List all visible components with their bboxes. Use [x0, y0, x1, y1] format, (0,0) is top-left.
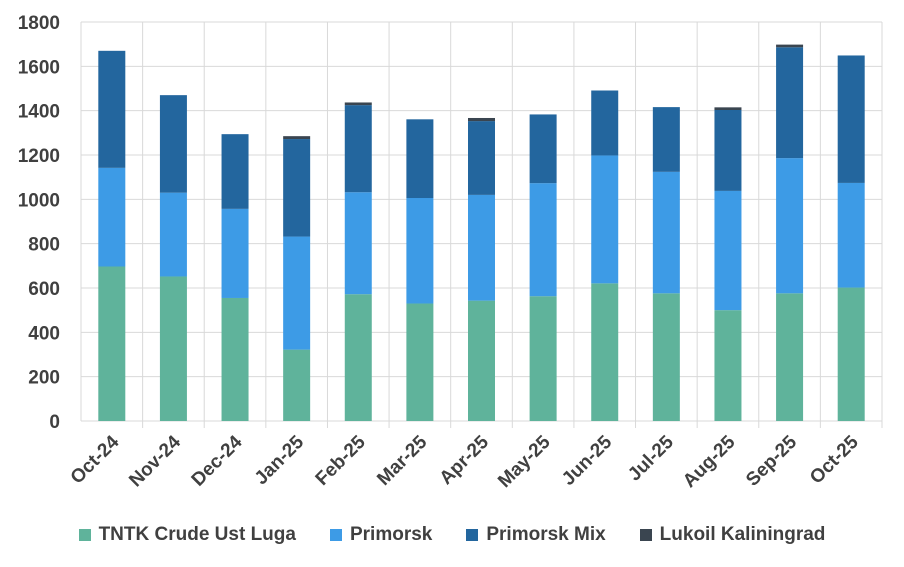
- bar-segment-0-7: [529, 296, 557, 421]
- bar-segment-2-12: [837, 55, 865, 183]
- y-tick-label: 1400: [18, 102, 60, 123]
- y-tick-label: 1800: [18, 13, 60, 34]
- y-tick-label: 400: [28, 323, 60, 344]
- bar-segment-0-12: [837, 287, 865, 421]
- bar-segment-0-11: [776, 293, 804, 421]
- legend-swatch-tntk: [78, 529, 91, 541]
- bar-segment-0-4: [344, 294, 372, 421]
- bar-segment-0-1: [159, 276, 187, 421]
- legend-label-tntk: TNTK Crude Ust Luga: [98, 524, 296, 545]
- bar-segment-3-10: [714, 107, 742, 111]
- bar-segment-0-5: [406, 303, 434, 421]
- bar-segment-2-7: [529, 114, 557, 184]
- y-tick-label: 600: [28, 279, 60, 300]
- bar-segment-2-4: [344, 105, 372, 193]
- x-tick-label: Dec-24: [188, 431, 247, 490]
- x-tick-label: Aug-25: [679, 431, 740, 492]
- legend-label-lukoil-kaliningrad: Lukoil Kaliningrad: [659, 524, 826, 545]
- bar-segment-1-5: [406, 198, 434, 304]
- y-tick-label: 800: [28, 235, 60, 256]
- bar-segment-1-4: [344, 192, 372, 295]
- legend-item-lukoil-kaliningrad: Lukoil Kaliningrad: [639, 524, 826, 546]
- bars: [98, 44, 865, 421]
- bar-segment-1-6: [468, 194, 495, 301]
- bar-segment-2-8: [591, 90, 619, 156]
- x-axis-tick-labels: Oct-24 Nov-24 Dec-24 Jan-25 Feb-25 Mar-25 Apr-…: [67, 431, 863, 492]
- bar-segment-2-2: [221, 134, 249, 209]
- bar-segment-1-1: [159, 192, 187, 277]
- x-tick-label: Jul-25: [624, 431, 678, 485]
- x-tick-label: Oct-24: [67, 431, 124, 488]
- x-tick-label: Feb-25: [312, 431, 370, 489]
- legend-item-tntk: TNTK Crude Ust Luga: [78, 524, 296, 546]
- gridlines: [80, 21, 883, 428]
- bar-segment-2-9: [652, 107, 680, 172]
- bar-segment-3-4: [344, 102, 372, 106]
- bar-segment-1-9: [652, 171, 680, 294]
- bar-segment-1-10: [714, 190, 742, 311]
- bar-segment-1-7: [529, 183, 557, 297]
- bar-segment-1-8: [591, 155, 619, 284]
- legend-label-primorsk-mix: Primorsk Mix: [486, 524, 606, 545]
- legend-swatch-primorsk: [329, 529, 342, 541]
- legend-item-primorsk: Primorsk: [329, 524, 433, 546]
- bar-segment-0-2: [221, 297, 249, 421]
- y-tick-label: 1600: [18, 57, 60, 78]
- bar-segment-0-9: [652, 293, 680, 421]
- bar-segment-3-6: [468, 117, 495, 122]
- bar-segment-0-3: [283, 349, 311, 421]
- bar-segment-1-2: [221, 208, 249, 298]
- legend-label-primorsk: Primorsk: [349, 524, 433, 545]
- y-tick-label: 1200: [18, 146, 60, 167]
- bar-segment-2-0: [98, 50, 126, 168]
- y-axis-tick-labels: 0 200 400 600 800 1000 1200 1400 1600 1800: [18, 13, 60, 433]
- x-tick-label: Jun-25: [558, 431, 616, 489]
- legend-item-primorsk-mix: Primorsk Mix: [466, 524, 606, 546]
- y-tick-label: 200: [28, 368, 60, 389]
- bar-segment-2-5: [406, 119, 434, 199]
- bar-segment-1-12: [837, 182, 865, 288]
- x-tick-label: Nov-24: [125, 431, 185, 491]
- bar-segment-2-3: [283, 139, 311, 237]
- bar-segment-0-0: [98, 266, 126, 421]
- bar-segment-2-6: [468, 121, 495, 195]
- x-tick-label: Apr-25: [436, 431, 494, 489]
- bar-segment-0-8: [591, 283, 619, 421]
- x-tick-label: Jan-25: [251, 431, 309, 489]
- bar-segment-0-10: [714, 310, 742, 421]
- bar-segment-2-10: [714, 110, 742, 191]
- x-tick-label: Mar-25: [373, 431, 431, 489]
- legend-swatch-lukoil-kaliningrad: [639, 529, 652, 541]
- x-tick-label: Sep-25: [742, 431, 801, 490]
- y-tick-label: 1000: [18, 190, 60, 211]
- y-tick-label: 0: [49, 412, 60, 433]
- bar-segment-0-6: [468, 300, 495, 421]
- bar-segment-2-11: [776, 47, 804, 159]
- bar-segment-1-3: [283, 236, 311, 350]
- bar-segment-1-0: [98, 167, 126, 267]
- bar-segment-1-11: [776, 158, 804, 294]
- bar-segment-2-1: [159, 95, 187, 193]
- legend-swatch-primorsk-mix: [466, 529, 479, 541]
- bar-segment-3-3: [283, 136, 311, 140]
- legend: TNTK Crude Ust Luga Primorsk Primorsk Mi…: [0, 520, 904, 550]
- x-tick-label: May-25: [494, 431, 555, 492]
- x-tick-label: Oct-25: [806, 431, 863, 488]
- bar-segment-3-11: [776, 44, 804, 48]
